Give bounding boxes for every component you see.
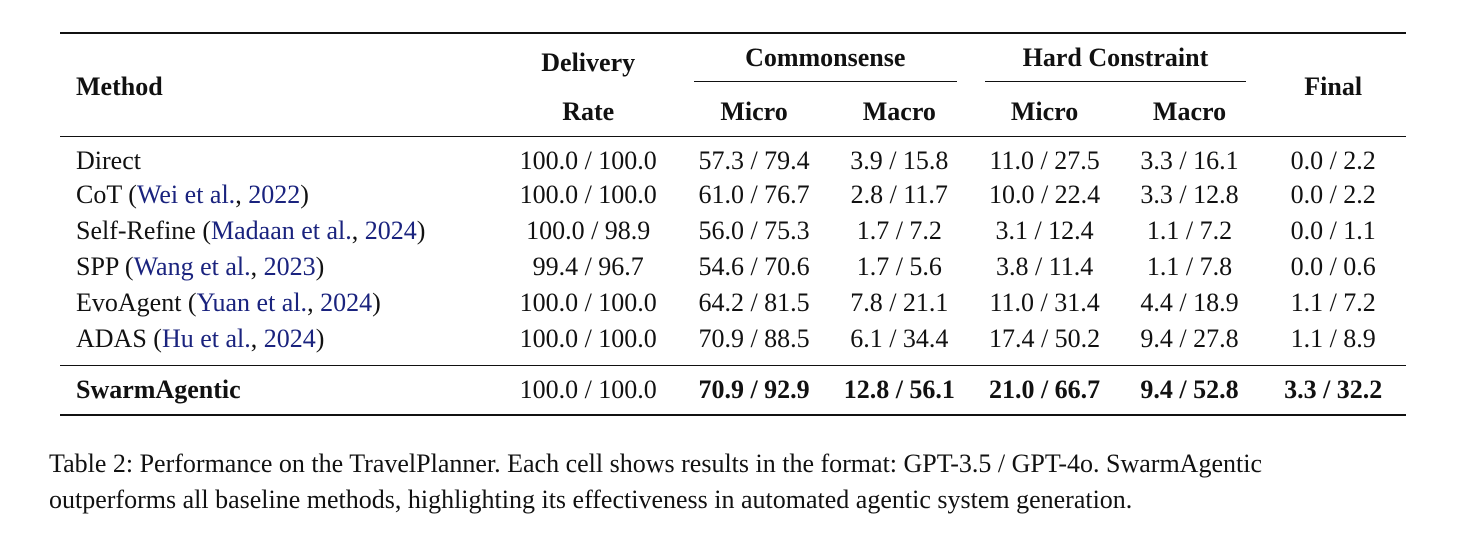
method-name: ADAS [76,324,147,353]
cs-micro-cell: 54.6 / 70.6 [698,252,810,281]
citation-year-link[interactable]: 2024 [320,288,373,317]
table-caption: Table 2: Performance on the TravelPlanne… [49,446,1429,518]
cs-macro-cell: 1.7 / 5.6 [856,252,942,281]
hc-macro-cell: 3.3 / 16.1 [1140,146,1239,175]
header-delivery-line2: Rate [562,97,615,126]
delivery-cell: 100.0 / 100.0 [519,146,657,175]
method-cell: ADAS (Hu et al., 2024) [76,324,325,353]
delivery-cell: 100.0 / 98.9 [526,216,651,245]
cs-macro-cell: 2.8 / 11.7 [850,180,948,209]
header-commonsense: Commonsense [680,33,971,88]
cs-macro-cell: 12.8 / 56.1 [828,365,971,415]
final-cell: 1.1 / 8.9 [1290,324,1376,353]
header-row-2: Rate Micro Macro Micro Macro [60,88,1406,137]
final-cell: 0.0 / 2.2 [1290,180,1376,209]
header-hc-macro: Macro [1152,97,1227,126]
citation-link[interactable]: Wang et al. [133,252,251,281]
final-cell: 0.0 / 0.6 [1290,252,1376,281]
header-cs-micro: Micro [720,97,788,126]
citation-link[interactable]: Wei et al. [136,180,236,209]
cs-macro-cell: 3.9 / 15.8 [850,146,949,175]
delivery-cell: 100.0 / 100.0 [519,180,657,209]
final-cell: 1.1 / 7.2 [1290,288,1376,317]
cs-micro-cell: 70.9 / 88.5 [698,324,810,353]
table-row: ADAS (Hu et al., 2024) 100.0 / 100.0 70.… [60,321,1406,366]
citation-link[interactable]: Madaan et al. [211,216,352,245]
method-cell: EvoAgent (Yuan et al., 2024) [76,288,381,317]
cs-micro-cell: 70.9 / 92.9 [680,365,829,415]
caption-line-2: outperforms all baseline methods, highli… [49,485,1133,514]
method-cell: SPP (Wang et al., 2023) [76,252,325,281]
hc-macro-cell: 1.1 / 7.8 [1146,252,1233,281]
hc-micro-cell: 3.1 / 12.4 [995,216,1094,245]
cs-micro-cell: 56.0 / 75.3 [698,216,810,245]
hc-macro-cell: 3.3 / 12.8 [1140,180,1239,209]
header-hard-constraint-label: Hard Constraint [984,44,1247,82]
citation-year-link[interactable]: 2022 [248,180,301,209]
table-row: CoT (Wei et al., 2022) 100.0 / 100.0 61.… [60,177,1406,213]
method-name: CoT [76,180,122,209]
cs-micro-cell: 57.3 / 79.4 [698,146,810,175]
method-name: Direct [76,146,141,175]
hc-macro-cell: 4.4 / 18.9 [1140,288,1239,317]
header-hard-constraint: Hard Constraint [971,33,1261,88]
hc-macro-cell: 9.4 / 27.8 [1140,324,1239,353]
results-table: Method Delivery Commonsense Hard Constra… [60,32,1406,416]
caption-line-1: Table 2: Performance on the TravelPlanne… [49,449,1262,478]
hc-macro-cell: 1.1 / 7.2 [1146,216,1233,245]
header-hc-micro: Micro [1010,97,1079,126]
hc-micro-cell: 10.0 / 22.4 [988,180,1101,209]
table-row: EvoAgent (Yuan et al., 2024) 100.0 / 100… [60,285,1406,321]
delivery-cell: 100.0 / 100.0 [496,365,680,415]
delivery-cell: 100.0 / 100.0 [519,324,657,353]
header-cs-macro: Macro [862,97,936,126]
final-cell: 0.0 / 1.1 [1290,216,1376,245]
delivery-cell: 100.0 / 100.0 [519,288,657,317]
header-commonsense-label: Commonsense [694,44,957,82]
method-name: EvoAgent [76,288,182,317]
results-table-container: Method Delivery Commonsense Hard Constra… [60,32,1406,416]
table-row: SPP (Wang et al., 2023) 99.4 / 96.7 54.6… [60,249,1406,285]
cs-macro-cell: 1.7 / 7.2 [856,216,942,245]
cs-macro-cell: 7.8 / 21.1 [850,288,949,317]
hc-micro-cell: 3.8 / 11.4 [995,252,1094,281]
table-row: Self-Refine (Madaan et al., 2024) 100.0 … [60,213,1406,249]
header-final: Final [1304,72,1363,101]
header-row-1: Method Delivery Commonsense Hard Constra… [60,33,1406,99]
method-cell: CoT (Wei et al., 2022) [76,180,309,209]
method-name: SPP [76,252,119,281]
header-method: Method [76,72,163,101]
citation-year-link[interactable]: 2024 [364,216,417,245]
header-delivery-line1: Delivery [541,48,636,77]
cs-macro-cell: 6.1 / 34.4 [850,324,949,353]
table-row: Direct 100.0 / 100.0 57.3 / 79.4 3.9 / 1… [60,137,1406,178]
delivery-cell: 99.4 / 96.7 [532,252,644,281]
citation-year-link[interactable]: 2023 [263,252,316,281]
final-cell: 0.0 / 2.2 [1290,146,1376,175]
final-cell: 3.3 / 32.2 [1260,365,1406,415]
hc-macro-cell: 9.4 / 52.8 [1118,365,1261,415]
cs-micro-cell: 64.2 / 81.5 [698,288,810,317]
hc-micro-cell: 17.4 / 50.2 [988,324,1101,353]
citation-link[interactable]: Yuan et al. [196,288,308,317]
method-cell: Direct [60,137,496,178]
table-body: Direct 100.0 / 100.0 57.3 / 79.4 3.9 / 1… [60,137,1406,415]
hc-micro-cell: 21.0 / 66.7 [970,365,1119,415]
table-row-swarmagentic: SwarmAgentic 100.0 / 100.0 70.9 / 92.9 1… [60,365,1406,415]
hc-micro-cell: 11.0 / 31.4 [989,288,1100,317]
method-name-swarmagentic: SwarmAgentic [60,365,497,415]
citation-year-link[interactable]: 2024 [263,324,316,353]
method-cell: Self-Refine (Madaan et al., 2024) [76,216,426,245]
hc-micro-cell: 11.0 / 27.5 [989,146,1100,175]
cs-micro-cell: 61.0 / 76.7 [698,180,810,209]
method-name: Self-Refine [76,216,196,245]
citation-link[interactable]: Hu et al. [161,324,251,353]
